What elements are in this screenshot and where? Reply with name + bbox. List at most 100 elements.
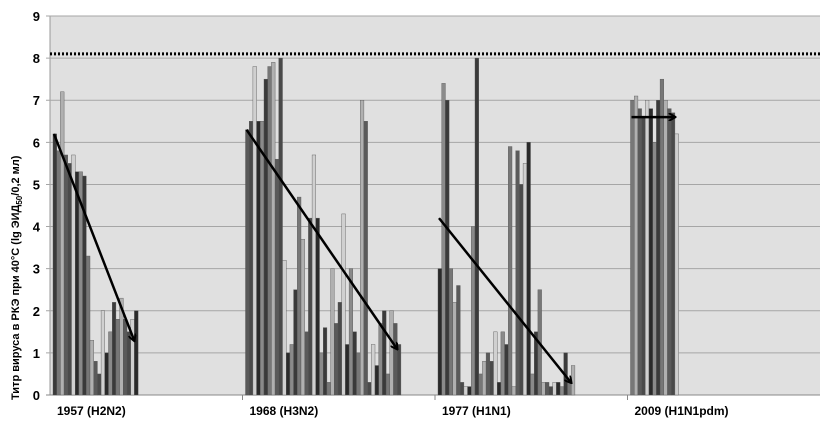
bar <box>500 331 505 396</box>
bar <box>652 142 657 396</box>
y-tick-label: 4 <box>33 220 41 235</box>
bar <box>489 361 494 396</box>
category-label: 1957 (H2N2) <box>57 404 126 418</box>
bar <box>308 217 313 396</box>
bar <box>371 344 376 396</box>
bar <box>663 100 668 396</box>
y-tick-label: 1 <box>33 346 40 361</box>
bar <box>360 100 365 396</box>
bar <box>86 255 91 396</box>
bar <box>526 142 531 396</box>
category-label: 1968 (H3N2) <box>250 404 319 418</box>
bar <box>337 302 342 396</box>
bar <box>393 323 398 396</box>
bar <box>260 121 265 396</box>
bar <box>474 57 479 396</box>
y-tick-label: 9 <box>33 9 40 24</box>
bar <box>300 238 305 396</box>
bar <box>111 302 117 396</box>
bar <box>397 344 402 396</box>
bar <box>567 382 572 396</box>
bar <box>559 386 564 396</box>
bar <box>504 344 509 396</box>
bar <box>326 382 331 396</box>
bar <box>456 285 461 396</box>
category-label: 2009 (H1N1pdm) <box>635 404 729 418</box>
bar <box>67 163 72 396</box>
bar <box>93 361 98 396</box>
bar <box>634 95 639 396</box>
bar <box>659 78 664 396</box>
bar <box>323 327 328 396</box>
bar <box>63 154 68 396</box>
bar <box>267 66 272 396</box>
trend-arrow <box>52 133 134 340</box>
bar <box>100 310 105 396</box>
bar <box>115 319 120 396</box>
bar <box>460 382 465 396</box>
gridlines <box>46 15 820 400</box>
bars <box>52 57 679 396</box>
y-tick-label: 0 <box>33 388 40 403</box>
bar <box>671 112 676 396</box>
bar <box>674 133 679 396</box>
bar <box>374 365 379 396</box>
bar <box>630 100 635 396</box>
bar <box>60 91 65 396</box>
bar <box>71 154 76 396</box>
bar <box>511 386 516 396</box>
bar <box>519 184 524 396</box>
bar <box>315 217 320 396</box>
bar <box>467 386 472 396</box>
y-axis-label-subscript: 50 <box>15 195 24 204</box>
bar <box>508 146 513 396</box>
y-tick-label: 7 <box>33 93 40 108</box>
bar <box>248 121 254 396</box>
bar <box>667 108 672 396</box>
bar <box>367 382 372 396</box>
bar <box>311 154 317 396</box>
bar <box>289 344 294 396</box>
bar <box>452 302 457 396</box>
bar <box>530 373 535 396</box>
bar <box>278 57 283 396</box>
bar <box>648 108 653 396</box>
bar <box>437 268 442 396</box>
bar <box>485 352 491 396</box>
bar <box>445 100 450 396</box>
bar <box>274 158 280 396</box>
bar <box>126 331 131 396</box>
y-tick-label: 8 <box>33 51 40 66</box>
bar <box>348 268 354 396</box>
category-label: 1977 (H1N1) <box>442 404 511 418</box>
bar <box>382 310 387 396</box>
bar <box>378 323 383 396</box>
category-labels: 1957 (H2N2) 1968 (H3N2) 1977 (H1N1) 2009 (H… <box>57 404 729 418</box>
bar <box>345 344 350 396</box>
bar <box>97 373 102 396</box>
bar <box>123 319 128 396</box>
bar <box>330 268 335 396</box>
bar <box>297 196 302 396</box>
bar <box>356 352 361 396</box>
bar <box>363 121 368 396</box>
y-axis-label-main: Титр вируса в РКЭ при 40°С (lg ЭИД <box>10 204 22 400</box>
bar <box>104 352 109 396</box>
y-tick-label: 3 <box>33 262 40 277</box>
y-tick-label: 2 <box>33 304 40 319</box>
bar <box>522 163 527 396</box>
trend-arrow <box>438 217 571 382</box>
y-axis-label: Титр вируса в РКЭ при 40°С (lg ЭИД50/0,2… <box>10 155 24 400</box>
bar <box>245 129 250 396</box>
bar <box>286 352 291 396</box>
bar <box>482 361 487 396</box>
bar <box>497 382 502 396</box>
bar <box>341 213 346 396</box>
bar <box>89 340 94 396</box>
bar <box>656 100 661 396</box>
bar <box>448 268 454 396</box>
bar <box>471 226 476 396</box>
trend-arrow <box>245 128 397 349</box>
bar <box>271 62 276 396</box>
